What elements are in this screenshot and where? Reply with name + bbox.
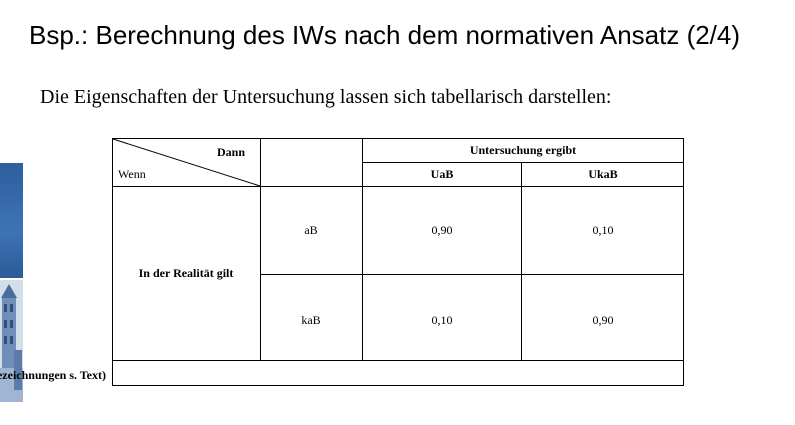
table-grid [112,138,684,386]
value-kab-uab: 0,10 [431,313,453,327]
slide-title: Bsp.: Berechnung des IWs nach dem normat… [29,20,741,50]
header-group-label: Untersuchung ergibt [469,143,577,157]
row-header-kab: kaB [301,313,321,327]
value-kab-ukab: 0,90 [592,313,614,327]
corner-if-label: Wenn [118,167,146,181]
side-decoration-photo [0,280,23,402]
table-footnote: (zu Bezeichnungen s. Text) [0,368,106,382]
intro-text: Die Eigenschaften der Untersuchung lasse… [40,86,612,108]
value-ab-ukab: 0,10 [592,223,614,237]
value-ab-uab: 0,90 [431,223,453,237]
row-group-label: In der Realität gilt [138,266,234,280]
row-header-ab: aB [304,223,318,237]
column-header-uab: UaB [430,167,454,181]
corner-then-label: Dann [217,145,246,159]
side-decoration-bar [0,163,23,278]
column-header-ukab: UkaB [588,167,618,181]
